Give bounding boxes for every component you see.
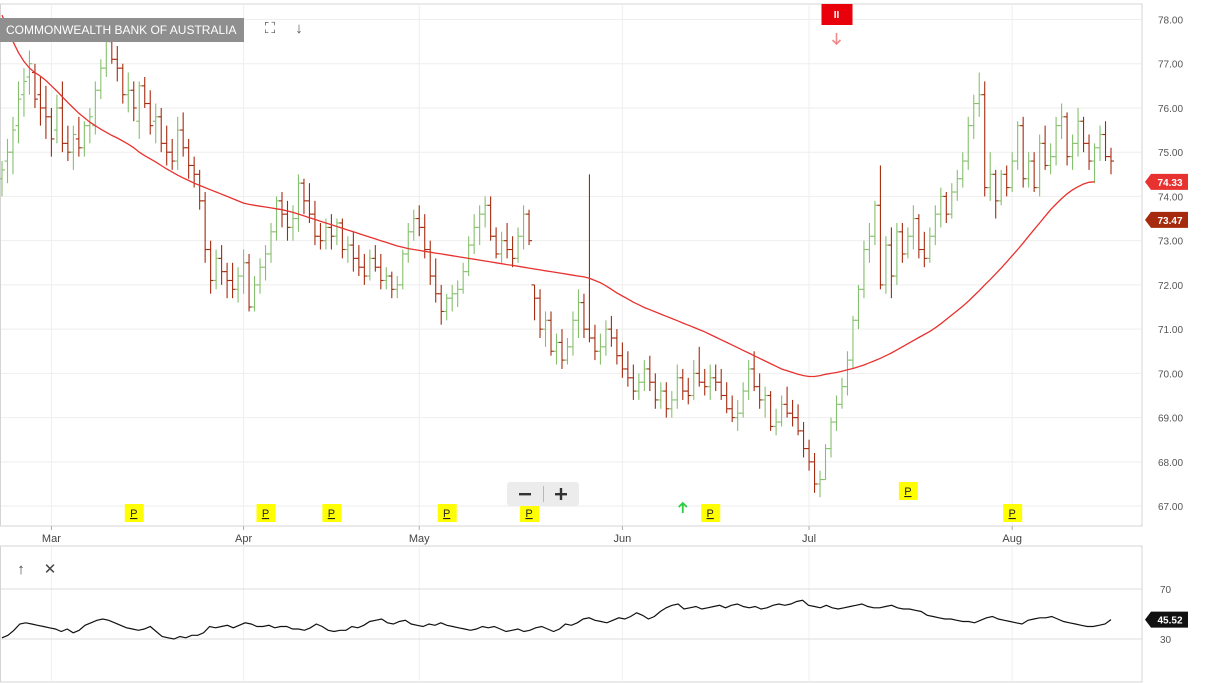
p-marker-box (898, 482, 918, 500)
oscillator-value-tag: 45.52 (1145, 611, 1188, 628)
close-icon[interactable]: ✕ (43, 561, 57, 578)
sell-signal-label: II (834, 10, 840, 21)
x-tick-label: Jul (802, 533, 816, 545)
chart-title: COMMONWEALTH BANK OF AUSTRALIA (0, 18, 245, 42)
up-arrow-icon (678, 501, 688, 513)
moving-average-line (1, 14, 1095, 378)
ohlc-bar (48, 107, 55, 157)
p-marker: P (1003, 504, 1023, 522)
ohlc-bar (20, 68, 27, 117)
p-marker-label: P (707, 508, 714, 520)
p-marker-label: P (262, 508, 269, 520)
x-tick-label: Apr (235, 533, 252, 545)
p-marker-box (1003, 504, 1023, 522)
x-tick-label: Aug (1002, 533, 1022, 545)
ohlc-bar (70, 125, 77, 170)
p-marker-box (256, 504, 276, 522)
down-arrow-icon (831, 33, 842, 46)
oscillator-tag-text: 45.52 (1157, 616, 1182, 627)
p-marker-box (322, 504, 342, 522)
oscillator-tag-shape (1145, 611, 1188, 628)
p-marker: P (898, 482, 918, 500)
y-tick-label: 67.00 (1158, 502, 1183, 513)
ma-value-tag-shape (1145, 173, 1188, 190)
p-marker: P (520, 504, 540, 522)
minus-icon (518, 493, 531, 496)
ma-value-tag-text: 74.33 (1157, 178, 1182, 189)
p-marker-label: P (328, 508, 335, 520)
ma-value-tag: 74.33 (1145, 173, 1188, 190)
p-marker-box (701, 504, 721, 522)
ohlc-bar (26, 50, 33, 95)
price-value-tag: 73.47 (1145, 211, 1188, 228)
price-value-tag-text: 73.47 (1157, 216, 1182, 227)
price-value-tag-shape (1145, 211, 1188, 228)
p-marker-label: P (1009, 508, 1016, 520)
y-tick-label: 69.00 (1158, 414, 1183, 425)
zoom-in-button[interactable] (543, 482, 579, 506)
oscillator-line (1, 599, 1112, 640)
sell-signal-box (821, 4, 853, 25)
main-plot-area (0, 3, 1143, 527)
arrow-down-icon[interactable]: ↓ (295, 20, 303, 37)
y-tick-label: 77.00 (1158, 60, 1183, 71)
plus-icon (555, 488, 568, 500)
p-marker-box (124, 504, 144, 522)
arrow-up-icon[interactable]: ↑ (17, 561, 25, 578)
p-marker-label: P (130, 508, 137, 520)
osc-y-tick-label: 30 (1160, 635, 1172, 646)
zoom-out-button[interactable] (507, 482, 543, 506)
p-marker: P (701, 504, 721, 522)
ohlc-bar (86, 107, 93, 144)
y-tick-label: 76.00 (1158, 104, 1183, 115)
ohlc-bar (526, 209, 533, 246)
x-tick-label: Mar (42, 533, 61, 545)
zoom-divider (542, 486, 544, 502)
x-tick-label: May (409, 533, 430, 545)
p-marker-box (520, 504, 540, 522)
y-tick-label: 68.00 (1158, 458, 1183, 469)
p-marker: P (256, 504, 276, 522)
fullscreen-icon[interactable]: ⛶ (264, 20, 276, 37)
p-marker-box (437, 504, 457, 522)
y-tick-label: 72.00 (1158, 281, 1183, 292)
ohlc-bar (1108, 147, 1114, 175)
x-tick-label: Jun (614, 533, 632, 545)
p-marker-label: P (525, 508, 532, 520)
arrow-head (831, 39, 842, 46)
p-marker: P (437, 504, 457, 522)
ohlc-bars (0, 32, 1114, 498)
ohlc-bar (0, 161, 5, 197)
ohlc-bar (130, 81, 137, 122)
ohlc-bar (15, 81, 22, 144)
y-tick-label: 70.00 (1158, 369, 1183, 380)
y-tick-label: 73.00 (1158, 237, 1183, 248)
indicator-plot-area (0, 545, 1143, 683)
y-tick-label: 71.00 (1158, 325, 1183, 336)
y-tick-label: 75.00 (1158, 148, 1183, 159)
sell-signal: II (821, 4, 853, 25)
p-marker-label: P (443, 508, 450, 520)
p-marker: P (124, 504, 144, 522)
zoom-controls (507, 482, 579, 506)
p-marker-label: P (904, 486, 911, 498)
y-tick-label: 78.00 (1158, 15, 1183, 26)
y-tick-label: 74.00 (1158, 192, 1183, 203)
ohlc-bar (9, 116, 16, 175)
arrow-head (678, 501, 688, 508)
ohlc-bar (147, 90, 154, 135)
osc-y-tick-label: 70 (1160, 585, 1172, 596)
p-marker: P (322, 504, 342, 522)
